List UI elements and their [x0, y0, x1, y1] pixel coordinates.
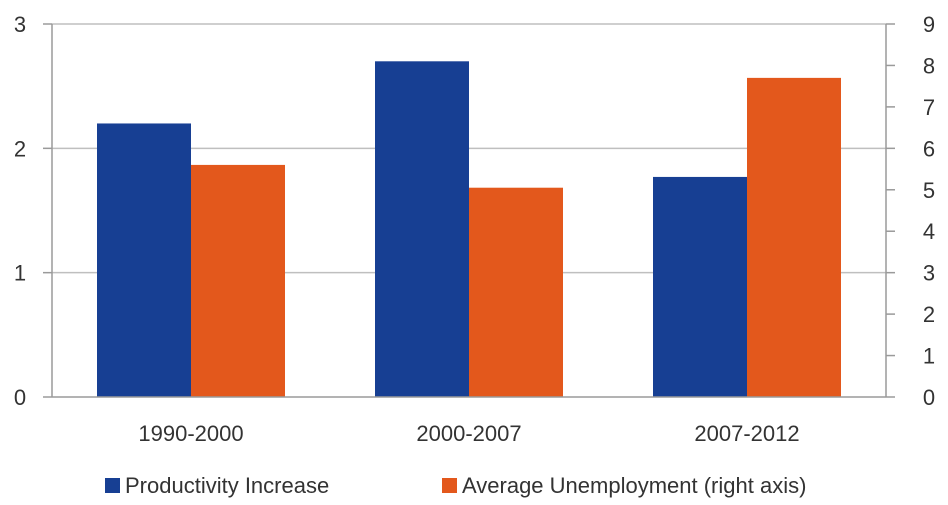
- legend-label: Average Unemployment (right axis): [462, 473, 806, 498]
- bar-productivity-increase: [375, 61, 469, 398]
- bar-average-unemployment: [191, 164, 285, 397]
- bar-average-unemployment: [747, 77, 841, 397]
- right-tick-label: 1: [923, 344, 935, 369]
- right-tick-label: 7: [923, 95, 935, 120]
- category-labels: 1990-2000 2000-2007 2007-2012: [138, 421, 799, 446]
- left-axis-ticks: 0 1 2 3: [14, 12, 26, 410]
- right-tick-label: 5: [923, 178, 935, 203]
- bar-productivity-increase: [97, 123, 191, 397]
- right-tick-label: 0: [923, 385, 935, 410]
- category-label: 1990-2000: [138, 421, 243, 446]
- right-tick-label: 4: [923, 219, 935, 244]
- axes: [43, 23, 895, 398]
- bar-productivity-increase: [653, 176, 747, 397]
- right-axis-ticks: 0 1 2 3 4 5 6 7 8 9: [923, 12, 935, 410]
- legend-swatch: [105, 478, 120, 493]
- bars: [97, 61, 841, 398]
- right-tick-label: 9: [923, 12, 935, 37]
- left-tick-label: 1: [14, 261, 26, 286]
- category-label: 2000-2007: [416, 421, 521, 446]
- left-tick-label: 0: [14, 385, 26, 410]
- left-tick-label: 2: [14, 136, 26, 161]
- right-tick-label: 2: [923, 302, 935, 327]
- legend-label: Productivity Increase: [125, 473, 329, 498]
- category-label: 2007-2012: [694, 421, 799, 446]
- right-tick-label: 6: [923, 136, 935, 161]
- right-tick-label: 3: [923, 261, 935, 286]
- left-tick-label: 3: [14, 12, 26, 37]
- legend: Productivity Increase Average Unemploymen…: [105, 473, 806, 498]
- bar-average-unemployment: [469, 187, 563, 397]
- right-tick-label: 8: [923, 53, 935, 78]
- legend-swatch: [442, 478, 457, 493]
